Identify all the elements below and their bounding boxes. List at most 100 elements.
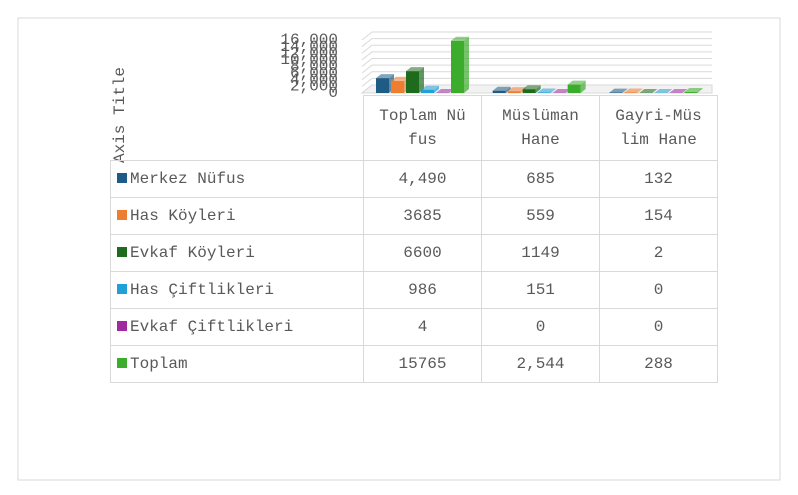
table-value: 3685: [363, 197, 482, 235]
table-value: 132: [599, 160, 718, 198]
legend-cell: Evkaf Çiftlikleri: [110, 308, 364, 346]
bar-side: [419, 67, 424, 93]
table-value: 2,544: [481, 345, 600, 383]
table-header: Toplam Nüfus Müslüman Hane Gayri-Müslim Ha…: [110, 95, 718, 161]
bar-top: [492, 86, 511, 91]
grid-line: [361, 44, 712, 54]
bar-top: [436, 88, 454, 93]
table-value: 1149: [481, 234, 600, 272]
bar-top: [654, 89, 673, 93]
bar: [421, 89, 434, 93]
table-value: 0: [599, 308, 718, 346]
table-value: 986: [363, 271, 482, 309]
category-label: Toplam Nüfus: [363, 95, 482, 161]
y-tick-label: 8,000: [290, 58, 338, 76]
bar: [684, 92, 698, 93]
legend-label: Toplam: [130, 355, 188, 373]
grid-line: [361, 64, 712, 74]
bar-top: [522, 85, 541, 90]
chart-border: [17, 17, 781, 481]
table-value: 2: [599, 234, 718, 272]
bar: [376, 78, 389, 93]
table-row: Toplam 15765 2,544 288: [110, 345, 718, 383]
legend-key: [117, 247, 127, 257]
table-value: 6600: [363, 234, 482, 272]
bar-top: [609, 88, 628, 93]
table-row: Evkaf Köyleri 6600 1149 2: [110, 234, 718, 272]
bar-top: [507, 87, 526, 92]
table-value: 288: [599, 345, 718, 383]
y-tick-label: 16,000: [280, 31, 338, 49]
data-table: Toplam Nüfus Müslüman Hane Gayri-Müslim Ha…: [110, 95, 718, 383]
category-label: Müslüman Hane: [481, 95, 600, 161]
table-value: 0: [481, 308, 600, 346]
legend-label: Evkaf Çiftlikleri: [130, 318, 294, 336]
bar-side: [550, 88, 556, 93]
bar-side: [580, 80, 586, 93]
bar-top: [639, 88, 658, 93]
table-row: Has Çiftlikleri 986 151 0: [110, 271, 718, 309]
bar: [451, 40, 464, 93]
legend-label: Merkez Nüfus: [130, 170, 246, 188]
legend-cell: Merkez Nüfus: [110, 160, 364, 198]
bar-top: [537, 88, 556, 93]
bar: [391, 80, 404, 93]
blank-cell: [110, 95, 364, 161]
bar: [507, 91, 521, 93]
table-row: Merkez Nüfus 4,490 685 132: [110, 160, 718, 198]
bar-top: [552, 89, 571, 93]
table-value: 0: [599, 271, 718, 309]
table-value: 151: [481, 271, 600, 309]
bar-side: [652, 88, 658, 93]
bar: [522, 89, 536, 93]
table-value: 685: [481, 160, 600, 198]
bar-top: [451, 36, 469, 41]
legend-label: Evkaf Köyleri: [130, 244, 255, 262]
legend-cell: Evkaf Köyleri: [110, 234, 364, 272]
y-tick-label: 10,000: [280, 51, 338, 69]
bar-side: [505, 86, 511, 93]
legend-key: [117, 284, 127, 294]
bar: [492, 90, 506, 93]
category-label: Gayri-Müslim Hane: [599, 95, 718, 161]
bar-top: [406, 67, 424, 72]
legend-key: [117, 358, 127, 368]
bar-top: [624, 88, 643, 93]
y-tick-label: 4,000: [290, 71, 338, 89]
legend-key: [117, 173, 127, 183]
table-value: 4: [363, 308, 482, 346]
bar: [537, 92, 551, 93]
bar-side: [697, 88, 703, 93]
legend-cell: Has Çiftlikleri: [110, 271, 364, 309]
bar-top: [567, 80, 586, 85]
bar-top: [421, 85, 439, 90]
grid-line: [361, 38, 712, 48]
y-tick-label: 14,000: [280, 38, 338, 56]
table-row: Has Köyleri 3685 559 154: [110, 197, 718, 235]
grid-line: [361, 58, 712, 67]
grid-line: [361, 77, 712, 87]
y-tick-label: 6,000: [290, 64, 338, 82]
legend-label: Has Çiftlikleri: [130, 281, 275, 299]
bar-side: [637, 88, 643, 93]
grid-line: [361, 31, 712, 41]
grid-line: [361, 71, 712, 81]
table-value: 559: [481, 197, 600, 235]
y-tick-label: 0: [328, 84, 338, 102]
legend-key: [117, 210, 127, 220]
legend-label: Has Köyleri: [130, 207, 236, 225]
grid-line: [361, 51, 712, 61]
bar-side: [434, 85, 439, 93]
bar: [406, 71, 419, 93]
table-row: Evkaf Çiftlikleri 4 0 0: [110, 308, 718, 346]
y-tick-label: 2,000: [290, 78, 338, 96]
bar: [624, 92, 638, 93]
bar-side: [622, 88, 628, 93]
legend-key: [117, 321, 127, 331]
bar-top: [669, 89, 688, 93]
bar-side: [535, 85, 541, 93]
table-value: 15765: [363, 345, 482, 383]
bar-top: [376, 74, 394, 79]
